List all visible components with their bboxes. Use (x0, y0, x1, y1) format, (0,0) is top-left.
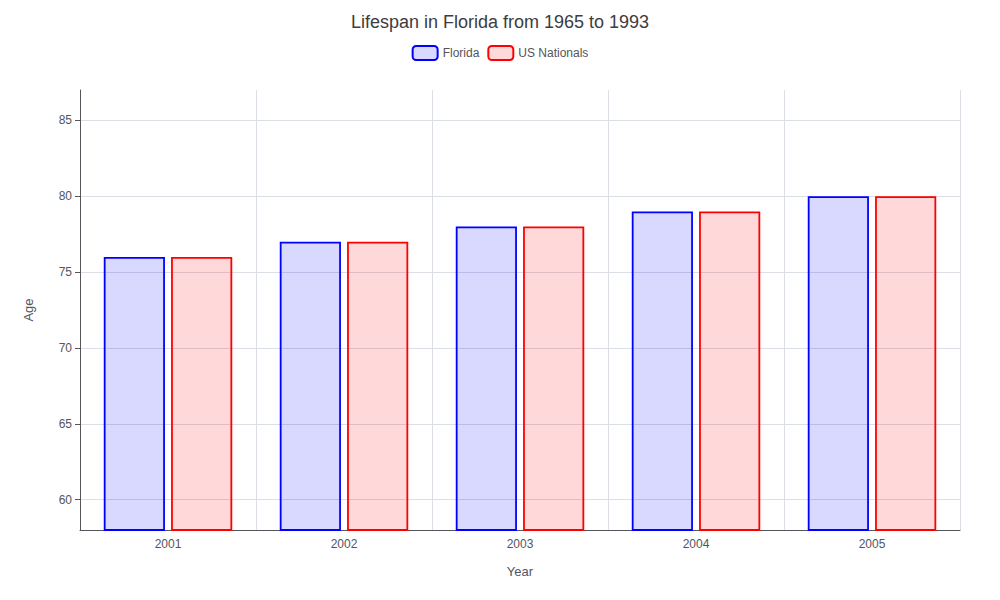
svg-text:2003: 2003 (507, 537, 534, 551)
svg-text:60: 60 (59, 493, 73, 507)
svg-text:70: 70 (59, 341, 73, 355)
svg-text:85: 85 (59, 113, 73, 127)
svg-text:2004: 2004 (683, 537, 710, 551)
svg-text:Year: Year (507, 564, 534, 579)
svg-text:65: 65 (59, 417, 73, 431)
svg-text:Age: Age (21, 298, 36, 321)
svg-text:2005: 2005 (859, 537, 886, 551)
svg-text:75: 75 (59, 265, 73, 279)
svg-text:Florida: Florida (443, 46, 480, 60)
svg-text:2001: 2001 (155, 537, 182, 551)
svg-text:2002: 2002 (331, 537, 358, 551)
svg-text:80: 80 (59, 189, 73, 203)
svg-text:US Nationals: US Nationals (518, 46, 588, 60)
svg-text:Lifespan in Florida from 1965: Lifespan in Florida from 1965 to 1993 (351, 12, 649, 32)
